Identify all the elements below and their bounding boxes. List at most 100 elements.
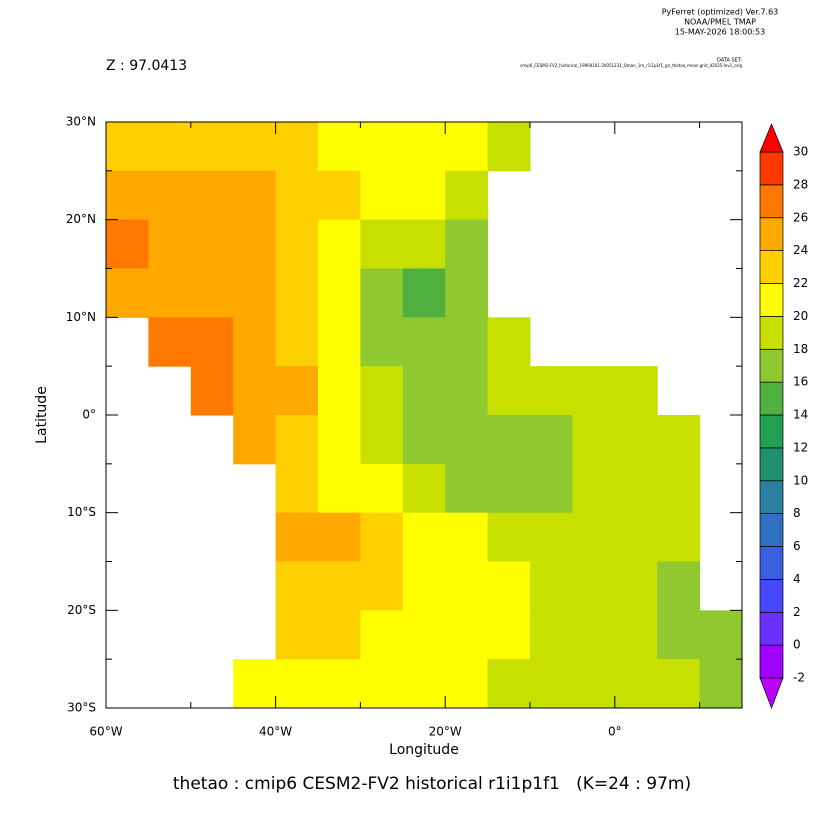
colorbar-label: 2 bbox=[793, 605, 801, 619]
y-tick-label: 20°S bbox=[67, 603, 96, 617]
cell bbox=[530, 463, 573, 514]
cell bbox=[233, 170, 277, 221]
cell bbox=[572, 463, 616, 514]
colorbar-label: 6 bbox=[793, 539, 801, 553]
cell bbox=[233, 268, 277, 318]
cell bbox=[190, 317, 234, 367]
cell bbox=[106, 122, 149, 172]
colorbar-over bbox=[759, 123, 784, 153]
y-tick-label: 10°N bbox=[66, 310, 96, 324]
cell bbox=[275, 268, 319, 318]
cell bbox=[360, 268, 404, 318]
cell bbox=[487, 512, 531, 562]
colorbar-label: 14 bbox=[793, 408, 808, 422]
cell bbox=[445, 219, 489, 269]
cell bbox=[190, 268, 234, 318]
cell bbox=[530, 610, 573, 660]
colorbar-label: 28 bbox=[793, 177, 808, 191]
cell bbox=[699, 610, 743, 660]
cell bbox=[402, 561, 446, 611]
cell bbox=[106, 219, 149, 269]
colorbar-label: 10 bbox=[793, 473, 808, 487]
cell bbox=[657, 610, 701, 660]
cell bbox=[402, 415, 446, 465]
cell bbox=[572, 659, 616, 709]
cell bbox=[572, 415, 616, 465]
cell bbox=[318, 122, 361, 172]
y-tick-label: 30°S bbox=[67, 701, 96, 715]
cell bbox=[360, 659, 404, 709]
cell bbox=[318, 366, 361, 416]
cell bbox=[402, 317, 446, 367]
y-tick-label: 10°S bbox=[67, 505, 96, 519]
cell bbox=[402, 659, 446, 709]
cell bbox=[614, 610, 658, 660]
colorbar-band bbox=[759, 184, 784, 219]
colorbar-label: 22 bbox=[793, 276, 808, 290]
cell bbox=[360, 610, 404, 660]
cell bbox=[487, 317, 531, 367]
cell bbox=[148, 317, 192, 367]
cell bbox=[402, 512, 446, 562]
cell bbox=[572, 561, 616, 611]
colorbar-band bbox=[759, 381, 784, 416]
header-line: 15-MAY-2026 18:00:53 bbox=[675, 28, 765, 37]
colorbar-under bbox=[759, 677, 784, 709]
cell bbox=[445, 415, 489, 465]
cell bbox=[530, 561, 573, 611]
cell bbox=[190, 122, 234, 172]
cell bbox=[487, 366, 531, 416]
cell bbox=[445, 268, 489, 318]
cell bbox=[233, 122, 277, 172]
colorbar-label: 30 bbox=[793, 145, 808, 159]
cell bbox=[657, 512, 701, 562]
colorbar-band bbox=[759, 283, 784, 317]
cell bbox=[318, 415, 361, 465]
header-line: NOAA/PMEL TMAP bbox=[684, 18, 756, 27]
dataset-label: DATA SET: bbox=[717, 58, 742, 64]
cell bbox=[275, 512, 319, 562]
cell bbox=[318, 219, 361, 269]
cell bbox=[487, 415, 531, 465]
cell bbox=[657, 561, 701, 611]
x-tick-label: 40°W bbox=[259, 725, 292, 739]
cell bbox=[445, 463, 489, 514]
cell bbox=[487, 610, 531, 660]
cell bbox=[572, 366, 616, 416]
colorbar-label: -2 bbox=[793, 671, 805, 685]
cell bbox=[402, 268, 446, 318]
chart-title: thetao : cmip6 CESM2-FV2 historical r1i1… bbox=[173, 774, 691, 794]
cell bbox=[360, 561, 404, 611]
cell bbox=[106, 170, 149, 221]
x-axis-label: Longitude bbox=[389, 742, 459, 758]
cell bbox=[572, 512, 616, 562]
cell bbox=[402, 610, 446, 660]
cell bbox=[402, 219, 446, 269]
cell bbox=[275, 610, 319, 660]
cell bbox=[318, 268, 361, 318]
cell bbox=[233, 415, 277, 465]
y-tick-label: 0° bbox=[82, 408, 96, 422]
colorbar-band bbox=[759, 217, 784, 251]
cell bbox=[275, 170, 319, 221]
cell bbox=[402, 170, 446, 221]
cell bbox=[614, 366, 658, 416]
cell bbox=[487, 561, 531, 611]
y-tick-label: 30°N bbox=[66, 115, 96, 129]
colorbar-band bbox=[759, 611, 784, 646]
subtitle: Z : 97.0413 bbox=[106, 58, 187, 74]
cell bbox=[402, 366, 446, 416]
cell bbox=[233, 219, 277, 269]
colorbar-band bbox=[759, 151, 784, 186]
y-axis-label: Latitude bbox=[34, 386, 50, 444]
cell bbox=[360, 317, 404, 367]
cell bbox=[275, 415, 319, 465]
cell bbox=[402, 122, 446, 172]
cell bbox=[318, 170, 361, 221]
cell bbox=[360, 170, 404, 221]
cell bbox=[657, 415, 701, 465]
header-line: PyFerret (optimized) Ver.7.63 bbox=[662, 8, 779, 17]
colorbar-label: 26 bbox=[793, 210, 808, 224]
cell bbox=[445, 561, 489, 611]
